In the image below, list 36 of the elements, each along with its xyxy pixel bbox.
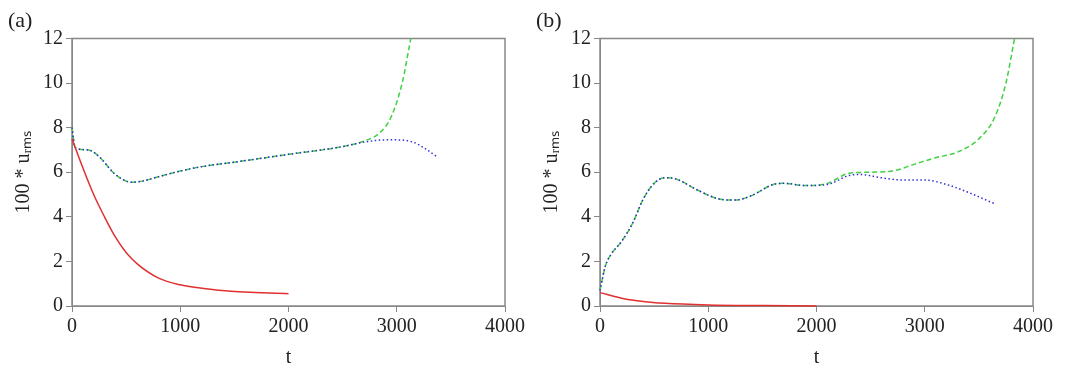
y-axis-title: 100 * uᵣₘₛ [539,130,562,214]
y-tick-label: 12 [571,25,591,48]
y-tick-label: 10 [571,70,591,93]
y-tick-label: 0 [581,293,591,316]
y-axis-title: 100 * uᵣₘₛ [11,130,34,214]
y-tick-label: 8 [581,114,591,137]
line-series [599,291,818,307]
y-tick-label: 6 [53,159,63,182]
y-tick-label: 10 [43,70,63,93]
chart-title: (b) [536,6,562,32]
y-tick-label: 4 [581,204,591,227]
line-series [71,37,412,183]
x-tick-label: 3000 [376,314,417,337]
x-tick-label: 1000 [688,314,729,337]
x-tick-label: 2000 [796,314,837,337]
line-series [599,37,1016,292]
y-tick-label: 2 [53,248,63,271]
x-tick-label: 3000 [904,314,945,337]
x-tick-label: 0 [595,314,605,337]
x-tick-label: 0 [67,314,77,337]
y-tick-label: 0 [53,293,63,316]
x-tick-label: 2000 [268,314,309,337]
y-tick-label: 8 [53,114,63,137]
x-axis-title: t [285,345,292,368]
line-series [71,126,438,183]
y-tick-label: 4 [53,204,63,227]
y-tick-label: 6 [581,159,591,182]
line-series [599,173,995,292]
x-tick-label: 4000 [485,314,525,337]
y-tick-label: 12 [43,25,63,48]
line-series [71,138,290,295]
y-tick-label: 2 [581,248,591,271]
x-tick-label: 1000 [160,314,201,337]
x-tick-label: 4000 [1013,314,1053,337]
chart-title: (a) [8,6,33,32]
x-axis-title: t [813,345,820,368]
